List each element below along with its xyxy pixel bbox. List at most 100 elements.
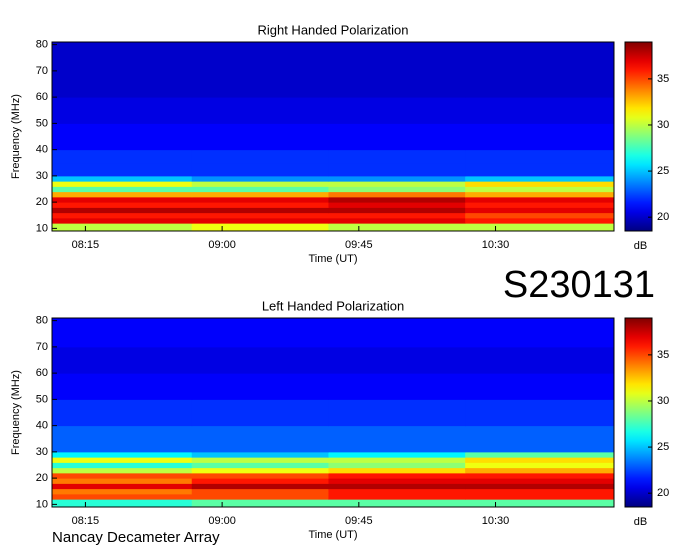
colorbar-label: dB — [634, 240, 647, 252]
heat-cell — [191, 217, 329, 224]
x-tick-label: 08:15 — [72, 515, 100, 527]
heat-cell — [328, 472, 466, 479]
y-tick-label: 80 — [36, 39, 48, 51]
heat-cell — [328, 123, 466, 151]
heat-cell — [191, 186, 329, 193]
heat-cell — [328, 478, 466, 484]
heat-cell — [52, 462, 193, 469]
heat-cell — [328, 149, 466, 164]
heat-cell — [328, 217, 466, 224]
x-axis-label: Time (UT) — [308, 529, 357, 541]
heat-cell — [328, 462, 466, 469]
heat-cell — [328, 212, 466, 219]
heat-cell — [52, 499, 193, 508]
heat-cell — [52, 191, 193, 198]
heat-cell — [328, 191, 466, 198]
heat-cell — [328, 42, 466, 72]
heat-cell — [465, 42, 615, 72]
heat-cell — [52, 438, 193, 453]
heat-cell — [52, 493, 193, 500]
heat-cell — [52, 196, 193, 203]
heat-cell — [465, 123, 615, 151]
heat-cell — [191, 457, 329, 463]
heat-cell — [465, 223, 615, 232]
heat-cell — [328, 488, 466, 495]
heat-cell — [328, 373, 466, 400]
heat-cell — [328, 202, 466, 208]
heat-cell — [465, 181, 615, 187]
colorbar-tick-label: 35 — [657, 349, 669, 361]
heat-cell — [191, 42, 329, 72]
heat-cell — [191, 175, 329, 182]
heat-cell — [465, 97, 615, 124]
x-axis-label: Time (UT) — [308, 253, 357, 265]
heat-cell — [328, 97, 466, 124]
heat-cell — [465, 191, 615, 198]
colorbar-tick-label: 35 — [657, 73, 669, 85]
heat-cell — [191, 346, 329, 374]
colorbar-tick-label: 30 — [657, 119, 669, 131]
heat-cell — [465, 451, 615, 458]
heat-cell — [465, 175, 615, 182]
colorbar — [624, 317, 653, 508]
y-tick-label: 70 — [36, 65, 48, 77]
heat-cell — [191, 488, 329, 495]
heat-cell — [465, 478, 615, 484]
heat-cell — [191, 462, 329, 469]
y-tick-label: 30 — [36, 170, 48, 182]
heat-cell — [191, 181, 329, 187]
heat-cell — [52, 207, 193, 214]
x-tick-label: 09:45 — [345, 515, 373, 527]
heat-cell — [328, 467, 466, 474]
heat-cell — [328, 483, 466, 490]
colorbar-tick-label: 20 — [657, 487, 669, 499]
heat-cell — [328, 425, 466, 440]
chart-title: Right Handed Polarization — [257, 22, 408, 37]
heat-cell — [191, 212, 329, 219]
heat-cell — [52, 217, 193, 224]
colorbar-tick-label: 25 — [657, 165, 669, 177]
heat-cell — [191, 162, 329, 177]
chart-title: Left Handed Polarization — [262, 298, 404, 313]
event-id: S230131 — [503, 264, 655, 306]
plot-frame — [51, 41, 615, 232]
heat-cell — [328, 196, 466, 203]
heat-cell — [465, 212, 615, 219]
y-tick-label: 60 — [36, 91, 48, 103]
heat-cell — [52, 202, 193, 208]
y-tick-label: 30 — [36, 446, 48, 458]
heat-cell — [52, 97, 193, 124]
x-tick-label: 09:00 — [208, 239, 236, 251]
y-tick-label: 80 — [36, 315, 48, 327]
heat-cell — [191, 467, 329, 474]
heat-cell — [191, 483, 329, 490]
heat-cell — [52, 318, 193, 348]
heat-cell — [52, 181, 193, 187]
x-tick-label: 08:15 — [72, 239, 100, 251]
heat-cell — [52, 488, 193, 495]
heat-cell — [465, 149, 615, 164]
heat-cell — [52, 472, 193, 479]
heat-cell — [465, 462, 615, 469]
heat-cell — [328, 207, 466, 214]
heat-cell — [465, 217, 615, 224]
heat-cell — [465, 488, 615, 495]
observatory: Nancay Decameter Array — [52, 529, 220, 546]
heat-cell — [465, 457, 615, 463]
heat-cell — [52, 373, 193, 400]
heat-cell — [52, 457, 193, 463]
heat-cell — [465, 483, 615, 490]
colorbar-tick-label: 25 — [657, 441, 669, 453]
heat-cell — [465, 438, 615, 453]
y-axis-label: Frequency (MHz) — [10, 94, 22, 179]
heat-cell — [52, 212, 193, 219]
heat-cell — [52, 175, 193, 182]
heat-cell — [465, 196, 615, 203]
heat-cell — [52, 186, 193, 193]
heat-cell — [465, 346, 615, 374]
y-axis-label: Frequency (MHz) — [10, 370, 22, 455]
heat-cell — [191, 196, 329, 203]
y-tick-label: 40 — [36, 144, 48, 156]
plot-frame — [51, 317, 615, 508]
heat-cell — [465, 207, 615, 214]
